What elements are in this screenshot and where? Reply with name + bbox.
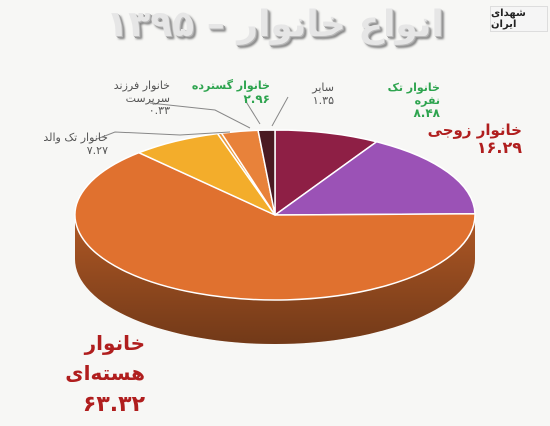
label-extended: خانوار گسترده ۲.۹۶	[190, 79, 270, 106]
label-single-person: خانوار تک نفره ۸.۴۸	[360, 81, 440, 121]
pie-slice-nuclear	[74, 151, 476, 301]
leader-line-other	[271, 96, 289, 127]
label-couple-value: ۱۶.۲۹	[476, 138, 522, 158]
label-nuclear-value: ۶۳.۳۲	[82, 392, 145, 417]
label-couple: خانوار زوجی ۱۶.۲۹	[410, 121, 522, 158]
label-nuclear-name: خانوار هسته‌ای	[65, 331, 145, 385]
label-single-person-name: خانوار تک نفره	[387, 81, 440, 107]
pie-slice-other	[257, 129, 276, 216]
label-nuclear: خانوار هسته‌ای ۶۳.۳۲	[45, 328, 145, 421]
leader-line-child-head	[149, 102, 251, 129]
leader-lines	[96, 96, 289, 140]
label-extended-name: خانوار گسترده	[191, 79, 270, 92]
label-couple-name: خانوار زوجی	[427, 121, 522, 139]
label-single-parent-name: خانوار تک والد	[43, 131, 108, 144]
label-other-name: سایر	[312, 81, 334, 94]
chart-title: انواع خانوار – ۱۳۹۵	[106, 4, 444, 45]
watermark-logo: شهدای ایران	[490, 6, 548, 32]
label-single-parent-value: ۷.۲۷	[86, 143, 108, 157]
label-child-head-name: خانوار فرزند سرپرست	[113, 79, 170, 105]
pie-depth-shading	[75, 215, 475, 344]
pie-top-group	[74, 129, 476, 301]
pie-depth-group	[75, 215, 475, 344]
pie-slice-single-person	[274, 129, 378, 216]
label-single-parent: خانوار تک والد ۷.۲۷	[22, 131, 108, 157]
label-child-head-value: ۰.۳۳	[148, 104, 170, 118]
label-other: سایر ۱.۳۵	[272, 81, 334, 107]
pie-slice-couple	[274, 141, 476, 216]
leader-line-single-parent	[96, 131, 231, 140]
leader-line-extended	[244, 99, 261, 125]
label-extended-value: ۲.۹۶	[243, 91, 270, 106]
label-child-head: خانوار فرزند سرپرست ۰.۳۳	[86, 79, 170, 118]
label-single-person-value: ۸.۴۸	[413, 106, 440, 121]
label-other-value: ۱.۳۵	[312, 93, 334, 107]
